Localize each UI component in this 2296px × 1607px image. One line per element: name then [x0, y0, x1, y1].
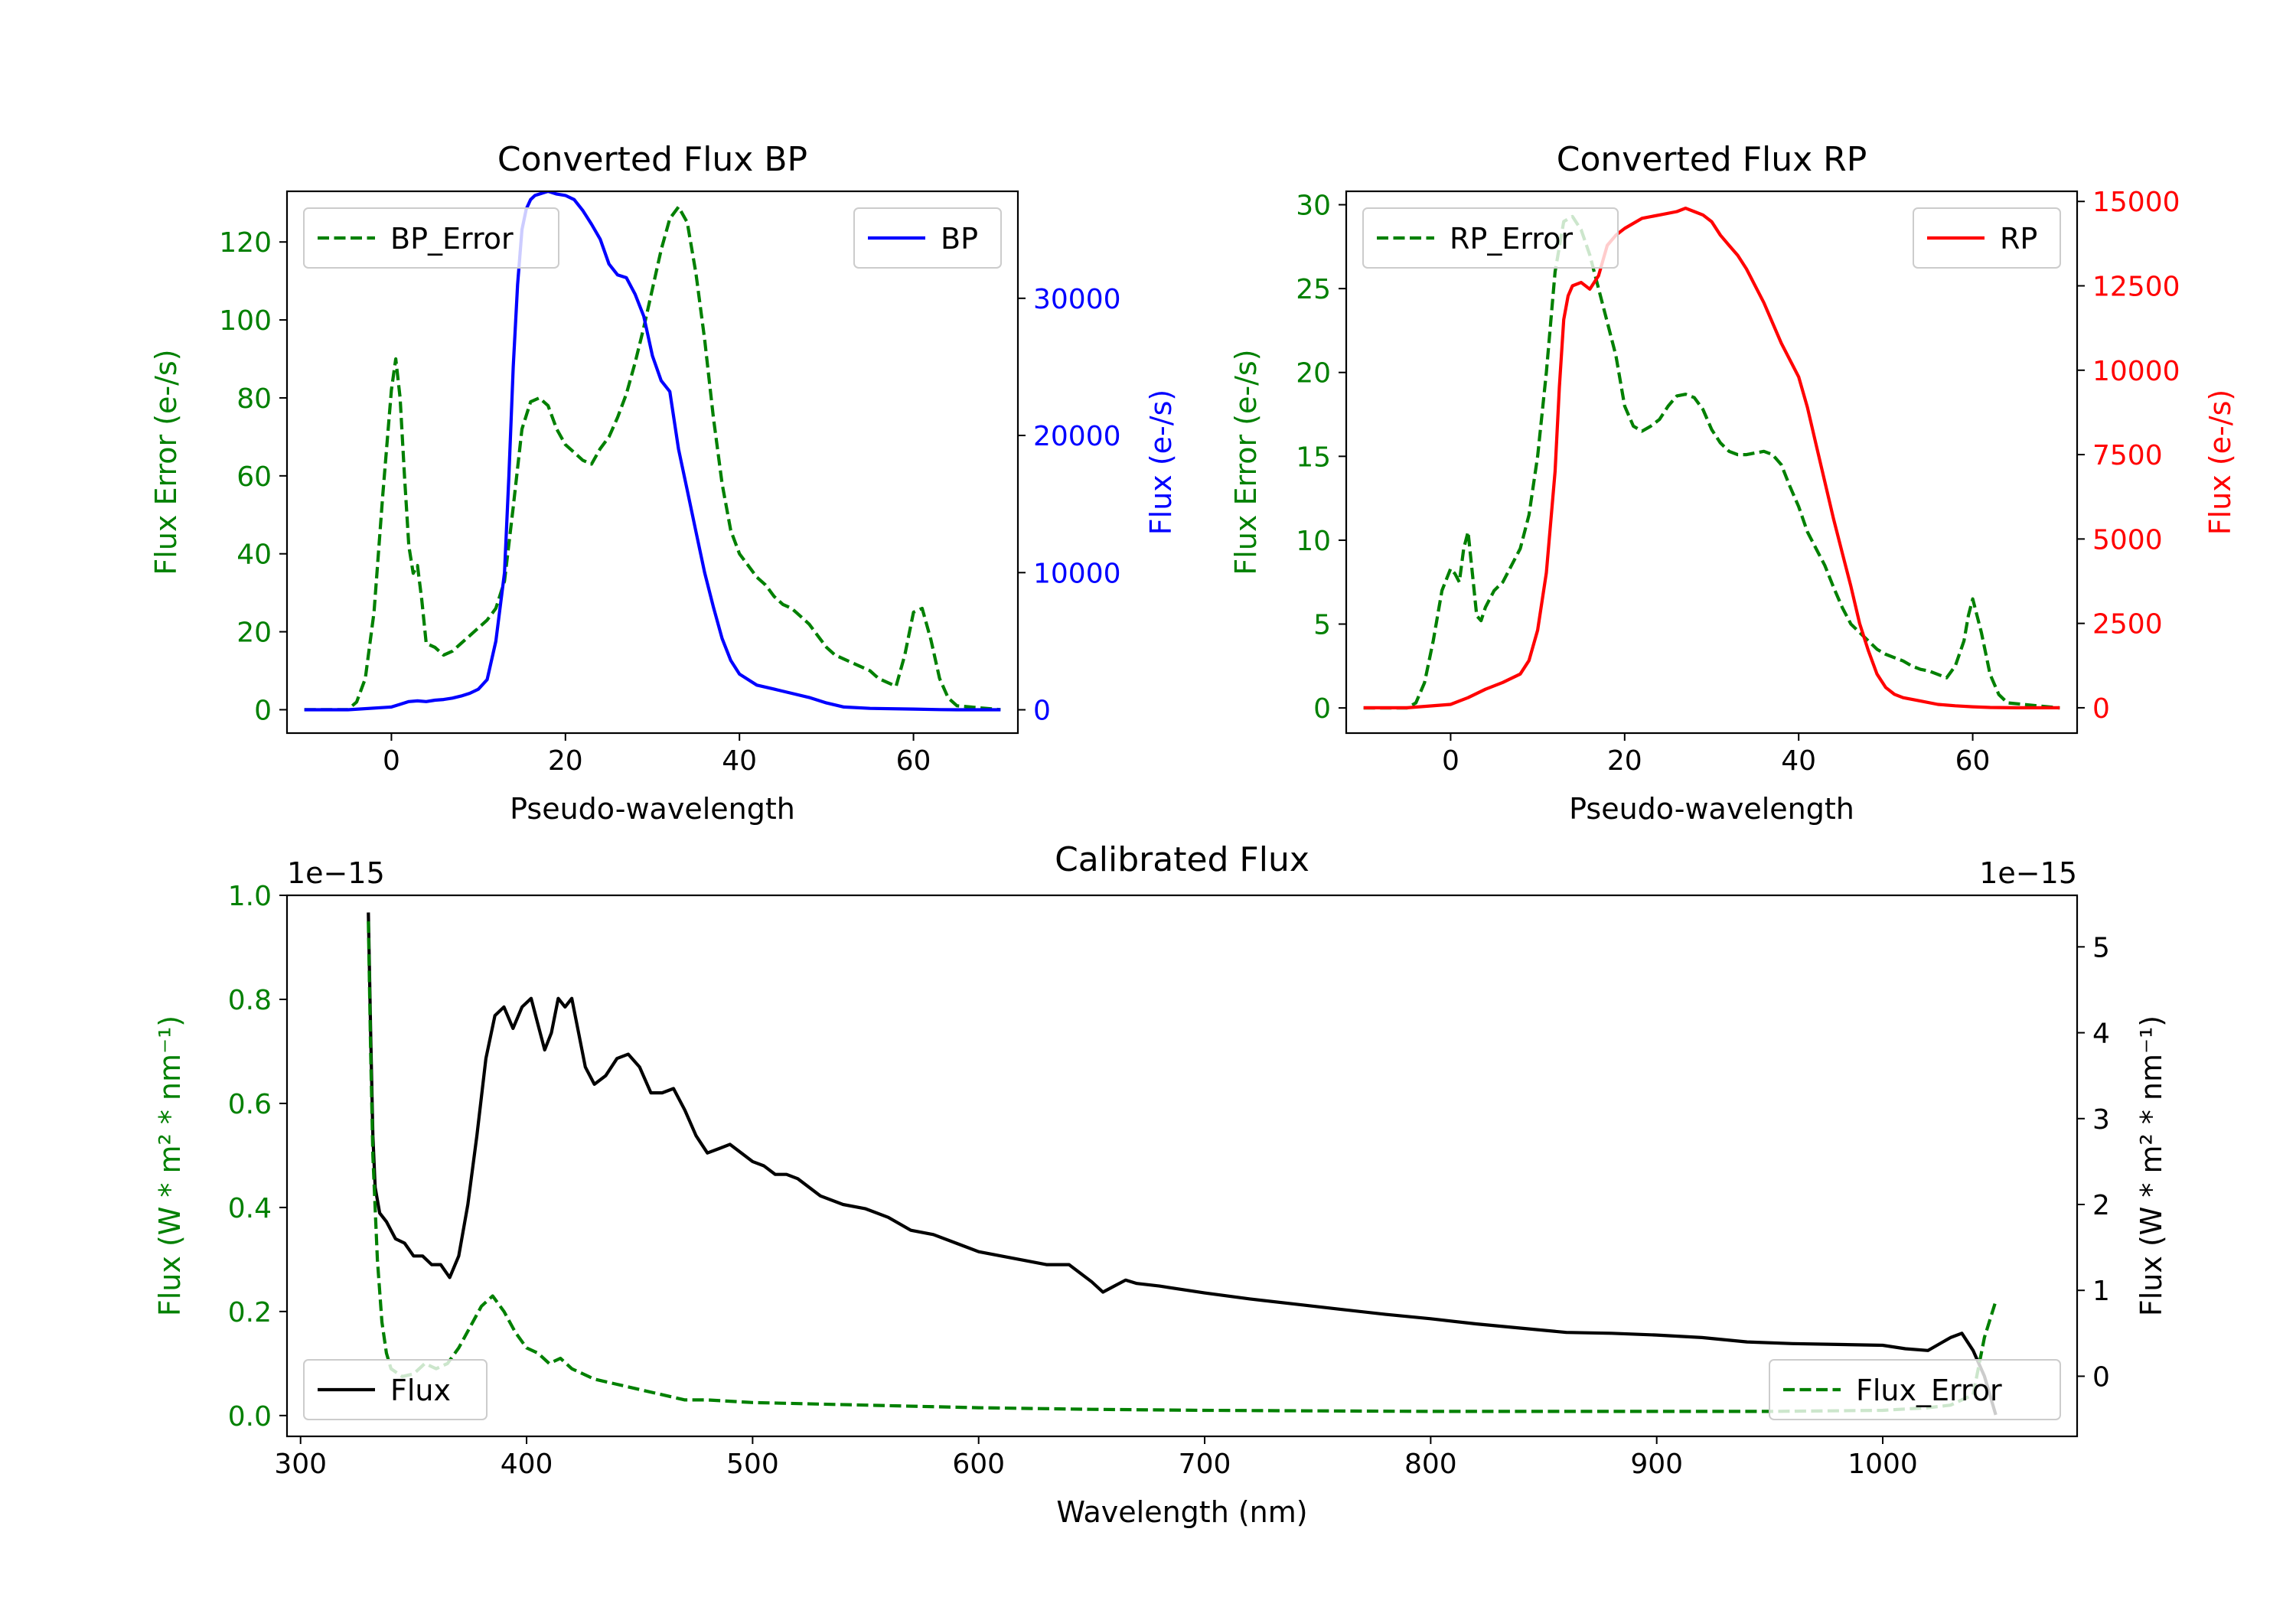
left-y-tick-label: 0.4 [228, 1193, 272, 1224]
x-axis-label: Pseudo-wavelength [1569, 792, 1854, 826]
right-y-tick-label: 10000 [2092, 356, 2180, 387]
axes-frame [1345, 190, 2079, 735]
x-tick-label: 0 [1442, 745, 1459, 777]
series-line-rp [1363, 207, 2060, 709]
legend-box [1769, 1359, 2061, 1420]
right-y-tick-label: 2 [2092, 1190, 2110, 1221]
right-y-tick-label: 10000 [1033, 558, 1121, 589]
left-axis-offset-text: 1e−15 [287, 856, 385, 890]
left-y-tick-label: 1.0 [228, 881, 272, 912]
x-tick-label: 40 [722, 745, 757, 777]
x-tick-label: 400 [501, 1449, 553, 1480]
left-y-tick-label: 5 [1313, 610, 1331, 641]
legend-bp: BP [853, 207, 1002, 269]
chart-cal: 300 400 500 600 700 800 900 1000 0.0 0.2 0.4 0.6 0.8… [153, 840, 2168, 1529]
chart-bp: 0 20 40 60 0 20 40 60 80 100 120 0 10000 20000 30000 Ps… [149, 140, 1178, 826]
left-y-tick-label: 0.8 [228, 985, 272, 1016]
left-y-axis-label: Flux (W * m² * nm⁻¹) [153, 1015, 187, 1316]
series-line-rp-error [1363, 214, 2060, 710]
right-y-axis-label: Flux (e-/s) [2203, 390, 2237, 535]
legend-label: Flux [390, 1374, 451, 1407]
left-y-axis-label: Flux Error (e-/s) [1229, 349, 1263, 575]
legend-label: BP_Error [390, 222, 514, 256]
x-tick-label: 20 [548, 745, 583, 777]
left-y-tick-label: 0.2 [228, 1297, 272, 1328]
right-y-tick-label: 12500 [2092, 272, 2180, 303]
legend-box [853, 207, 1002, 269]
left-y-tick-label: 100 [219, 305, 272, 337]
x-axis-label: Pseudo-wavelength [510, 792, 795, 826]
right-y-tick-label: 5000 [2092, 524, 2163, 556]
left-y-tick-label: 20 [236, 618, 272, 649]
x-tick-label: 800 [1404, 1449, 1457, 1480]
right-y-tick-label: 20000 [1033, 421, 1121, 452]
legend-flux: Flux [303, 1359, 488, 1420]
series-line-bp-error [304, 205, 1001, 712]
legend-box [303, 207, 559, 269]
left-y-tick-label: 0 [254, 695, 272, 726]
left-y-tick-label: 0.6 [228, 1089, 272, 1120]
series-line-bp [304, 191, 1001, 712]
chart-title: Calibrated Flux [1055, 840, 1309, 879]
x-tick-label: 60 [1955, 745, 1991, 777]
x-tick-label: 1000 [1848, 1449, 1918, 1480]
right-y-tick-label: 0 [2092, 1361, 2110, 1393]
legend-label: RP [2000, 222, 2037, 256]
legend-bp-error: BP_Error [303, 207, 559, 269]
legend-box [1913, 207, 2061, 269]
x-tick-label: 300 [274, 1449, 327, 1480]
x-tick-label: 0 [383, 745, 400, 777]
legend-rp: RP [1913, 207, 2061, 269]
right-y-tick-label: 0 [1033, 696, 1051, 727]
legend-flux-error: Flux_Error [1769, 1359, 2061, 1420]
legend-box [303, 1359, 488, 1420]
x-tick-label: 700 [1179, 1449, 1231, 1480]
left-y-axis-label: Flux Error (e-/s) [149, 349, 183, 575]
x-tick-label: 900 [1630, 1449, 1683, 1480]
left-y-tick-label: 0 [1313, 693, 1331, 725]
series-line-flux-error [367, 921, 1998, 1413]
right-y-tick-label: 4 [2092, 1019, 2110, 1050]
left-y-tick-label: 0.0 [228, 1401, 272, 1433]
axes-frame [285, 894, 2079, 1438]
left-y-tick-label: 25 [1296, 274, 1331, 305]
right-y-axis-label: Flux (W * m² * nm⁻¹) [2135, 1015, 2168, 1316]
x-axis-label: Wavelength (nm) [1056, 1495, 1307, 1529]
right-axis-offset-text: 1e−15 [1979, 856, 2077, 890]
legend-label: Flux_Error [1856, 1374, 2002, 1407]
left-y-tick-label: 30 [1296, 191, 1331, 222]
series-line-flux [367, 912, 1998, 1416]
right-y-tick-label: 0 [2092, 693, 2110, 725]
right-y-tick-label: 3 [2092, 1104, 2110, 1136]
chart-title: Converted Flux BP [497, 140, 807, 179]
x-tick-label: 500 [726, 1449, 779, 1480]
axes-frame [285, 190, 1019, 735]
left-y-tick-label: 60 [236, 461, 272, 493]
left-y-tick-label: 20 [1296, 358, 1331, 390]
chart-rp: 0 20 40 60 0 5 10 15 20 25 30 0 2500 5000 7500 10000 125… [1229, 140, 2237, 826]
legend-label: RP_Error [1450, 222, 1573, 256]
left-y-tick-label: 15 [1296, 442, 1331, 473]
chart-title: Converted Flux RP [1557, 140, 1867, 179]
right-y-tick-label: 15000 [2092, 187, 2180, 218]
left-y-tick-label: 80 [236, 383, 272, 415]
legend-rp-error: RP_Error [1362, 207, 1619, 269]
x-tick-label: 60 [896, 745, 931, 777]
left-y-tick-label: 120 [219, 227, 272, 259]
right-y-tick-label: 7500 [2092, 440, 2163, 471]
legend-box [1362, 207, 1619, 269]
right-y-tick-label: 2500 [2092, 609, 2163, 641]
left-y-tick-label: 10 [1296, 526, 1331, 557]
right-y-tick-label: 5 [2092, 932, 2110, 963]
left-y-tick-label: 40 [236, 539, 272, 571]
x-tick-label: 20 [1607, 745, 1642, 777]
right-y-axis-label: Flux (e-/s) [1144, 390, 1178, 535]
x-tick-label: 40 [1781, 745, 1816, 777]
right-y-tick-label: 1 [2092, 1276, 2110, 1307]
right-y-tick-label: 30000 [1033, 284, 1121, 315]
x-tick-label: 600 [952, 1449, 1005, 1480]
legend-label: BP [941, 222, 978, 256]
